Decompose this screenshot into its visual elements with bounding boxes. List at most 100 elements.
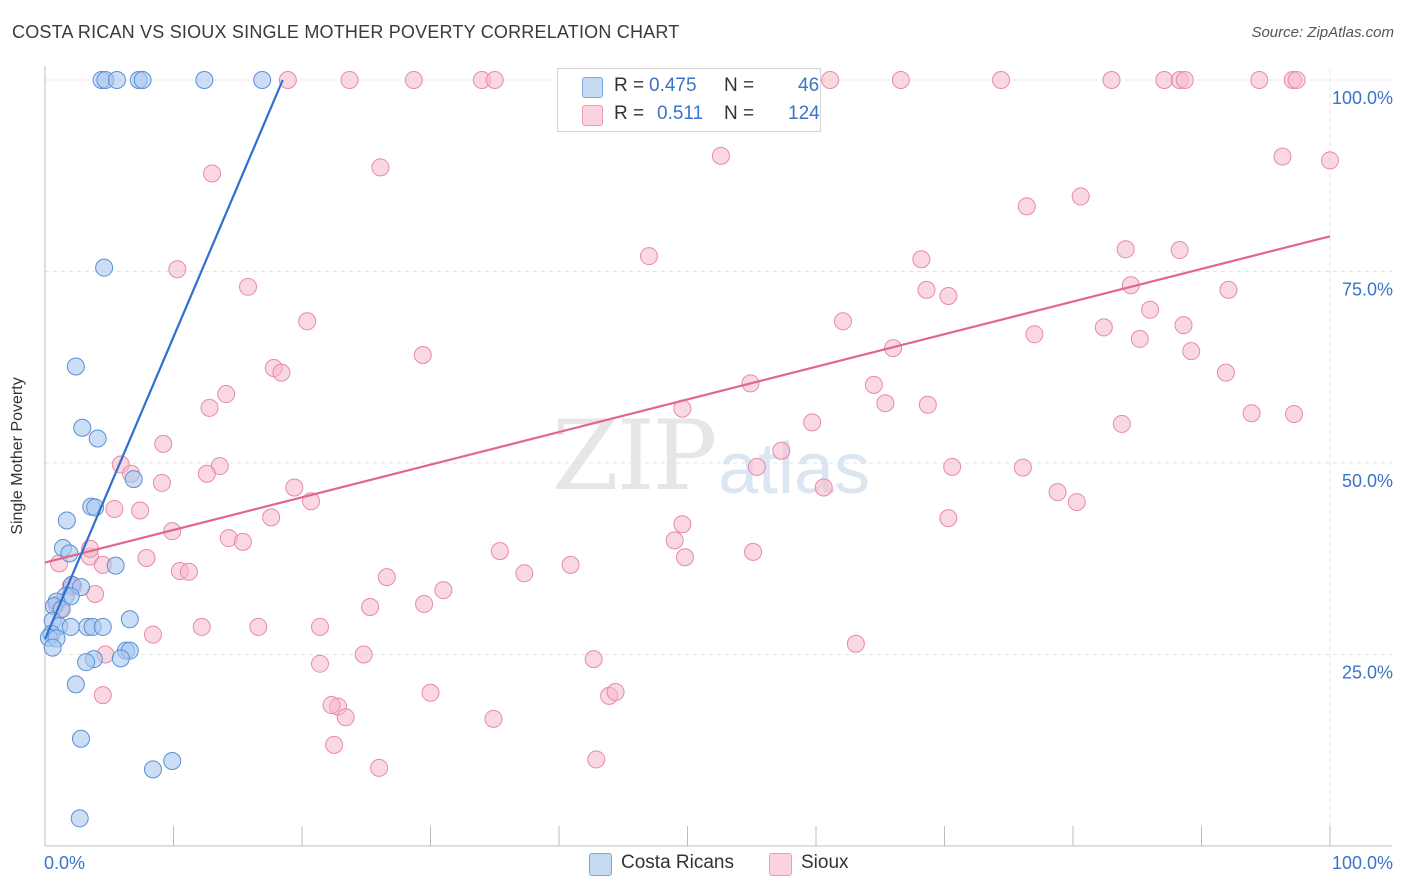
legend-r-value: 0.475 xyxy=(649,75,697,96)
sioux-point xyxy=(918,395,937,414)
sioux-point xyxy=(675,548,694,567)
costa-rican-point xyxy=(106,556,125,575)
costa-rican-point xyxy=(66,675,85,694)
sioux-point xyxy=(192,617,211,636)
sioux-point xyxy=(197,464,216,483)
watermark-atlas: atlas xyxy=(718,429,871,509)
legend-n-label: N = xyxy=(724,103,755,124)
sioux-point xyxy=(434,581,453,600)
sioux-point xyxy=(584,650,603,669)
y-axis-label: Single Mother Poverty xyxy=(9,377,26,535)
legend-r-label: R = xyxy=(614,103,645,124)
grid-lines xyxy=(45,70,1392,846)
sioux-point xyxy=(336,708,355,727)
costa-rican-trend-line xyxy=(43,79,284,640)
y-tick-label: 100.0% xyxy=(1332,88,1393,108)
sioux-point xyxy=(1242,404,1261,423)
sioux-point xyxy=(421,683,440,702)
sioux-point xyxy=(404,71,423,89)
sioux-point xyxy=(1170,241,1189,260)
costa-rican-point xyxy=(195,71,214,89)
sioux-point xyxy=(606,683,625,702)
costa-rican-point xyxy=(70,809,89,828)
chart-title: COSTA RICAN VS SIOUX SINGLE MOTHER POVER… xyxy=(12,22,680,42)
costa-rican-point xyxy=(111,649,130,668)
costa-rican-point xyxy=(57,511,76,530)
sioux-point xyxy=(1141,300,1160,319)
axes xyxy=(44,66,1392,847)
sioux-point xyxy=(152,473,171,492)
sioux-point xyxy=(587,750,606,769)
sioux-point xyxy=(322,696,341,715)
watermark-zip: ZIP xyxy=(552,400,717,512)
costa-rican-point xyxy=(93,617,112,636)
costa-rican-point xyxy=(120,610,139,629)
sioux-point xyxy=(1174,316,1193,335)
sioux-point xyxy=(325,735,344,754)
sioux-point xyxy=(278,71,297,89)
costa-rican-points xyxy=(39,71,272,828)
sioux-point xyxy=(561,555,580,574)
sioux-point xyxy=(490,542,509,561)
y-tick-label: 50.0% xyxy=(1342,471,1393,491)
costa-rican-point xyxy=(88,429,107,448)
sioux-point xyxy=(233,532,252,551)
sioux-point xyxy=(1285,404,1304,423)
sioux-point xyxy=(1102,71,1121,89)
sioux-point xyxy=(1273,147,1292,166)
legend-r-value: 0.511 xyxy=(657,103,704,124)
sioux-point xyxy=(354,645,373,664)
sioux-point xyxy=(137,548,156,567)
legend-swatch-costa xyxy=(582,77,603,98)
legend-n-label: N = xyxy=(724,75,755,96)
sioux-point xyxy=(673,515,692,534)
sioux-point xyxy=(639,247,658,266)
sioux-point xyxy=(1067,493,1086,512)
sioux-point xyxy=(370,758,389,777)
sioux-point xyxy=(203,164,222,183)
sioux-point xyxy=(876,394,895,413)
sioux-point xyxy=(1112,414,1131,433)
sioux-point xyxy=(1219,280,1238,299)
costa-rican-point xyxy=(60,544,79,563)
source-credit: Source: ZipAtlas.com xyxy=(1251,24,1394,41)
sioux-point xyxy=(262,508,281,527)
sioux-point xyxy=(1287,71,1306,89)
sioux-point xyxy=(1130,329,1149,348)
sioux-point xyxy=(939,287,958,306)
sioux-point xyxy=(285,478,304,497)
sioux-point xyxy=(1155,71,1174,89)
legend-n-value: 124 xyxy=(788,103,820,124)
sioux-point xyxy=(1182,342,1201,361)
y-tick-label: 25.0% xyxy=(1342,663,1393,683)
sioux-point xyxy=(131,501,150,520)
sioux-point xyxy=(377,568,396,587)
sioux-point xyxy=(1094,318,1113,337)
sioux-point xyxy=(912,250,931,269)
sioux-point xyxy=(515,564,534,583)
sioux-point xyxy=(371,158,390,177)
sioux-point xyxy=(803,413,822,432)
sioux-point xyxy=(272,363,291,382)
costa-rican-point xyxy=(133,71,152,89)
costa-rican-point xyxy=(77,653,96,672)
costa-rican-point xyxy=(43,638,62,657)
sioux-point xyxy=(833,312,852,331)
costa-rican-point xyxy=(73,418,92,437)
sioux-point xyxy=(105,499,124,518)
legend-r-label: R = xyxy=(614,75,645,96)
sioux-point xyxy=(917,280,936,299)
sioux-point xyxy=(200,398,219,417)
legend-n-value: 46 xyxy=(798,75,820,96)
sioux-point xyxy=(992,71,1011,89)
series-label-costa: Costa Ricans xyxy=(621,852,734,873)
sioux-point xyxy=(1321,151,1339,170)
sioux-point xyxy=(340,71,359,89)
sioux-point xyxy=(310,617,329,636)
sioux-point xyxy=(179,562,198,581)
sioux-point xyxy=(239,277,258,296)
tick-labels: 100.0% 75.0% 50.0% 25.0% 0.0% 100.0% xyxy=(44,88,1393,873)
sioux-point xyxy=(93,686,112,705)
sioux-point xyxy=(485,71,504,89)
